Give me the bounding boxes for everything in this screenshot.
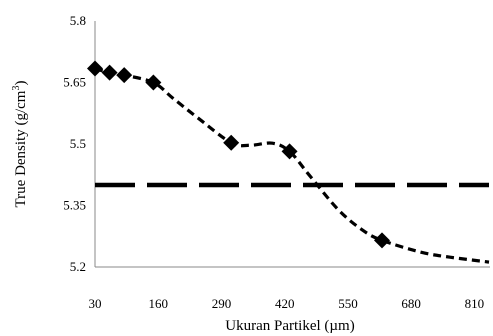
- data-point-marker: [373, 232, 390, 249]
- y-tick-label: 5.35: [63, 198, 86, 213]
- y-axis-title-end: ): [13, 81, 29, 86]
- data-point-marker: [145, 74, 162, 91]
- x-tick-label: 30: [89, 296, 102, 311]
- y-axis-title-main: True Density (g/cm: [13, 90, 29, 207]
- data-point-marker: [281, 143, 298, 160]
- x-axis-title: Ukuran Partikel (µm): [225, 318, 354, 334]
- data-point-marker: [101, 64, 118, 81]
- x-tick-label: 290: [212, 296, 232, 311]
- data-point-marker: [223, 134, 240, 151]
- y-tick-labels: 5.2 5.35 5.5 5.65 5.8: [63, 13, 86, 274]
- series-group: [87, 60, 490, 264]
- y-axis-title: True Density (g/cm3): [11, 81, 29, 208]
- data-point-marker: [87, 60, 103, 77]
- data-point-marker: [116, 67, 133, 84]
- y-tick-label: 5.65: [63, 75, 86, 90]
- x-tick-label: 680: [401, 296, 421, 311]
- x-tick-label: 160: [148, 296, 168, 311]
- y-axis-title-sup: 3: [11, 86, 22, 91]
- y-tick-label: 5.2: [70, 259, 86, 274]
- y-tick-label: 5.8: [70, 13, 86, 28]
- x-tick-label: 810: [465, 296, 485, 311]
- x-tick-label: 420: [275, 296, 295, 311]
- x-tick-label: 550: [338, 296, 358, 311]
- y-tick-label: 5.5: [70, 136, 86, 151]
- x-tick-labels: 30 160 290 420 550 680 810: [89, 296, 485, 311]
- series-line-density: [94, 67, 490, 264]
